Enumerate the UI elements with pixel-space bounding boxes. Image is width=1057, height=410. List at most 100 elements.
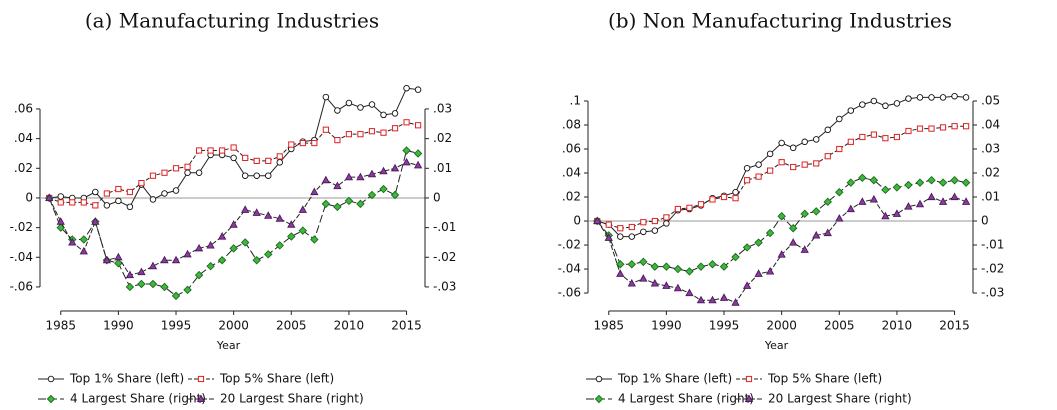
point — [927, 192, 936, 201]
point — [368, 128, 376, 135]
legend-marker — [744, 394, 754, 403]
point — [413, 149, 423, 158]
point — [593, 216, 602, 225]
point — [663, 214, 670, 221]
y2-tick-label: .02 — [433, 131, 452, 145]
legend-label: Top 5% Share (left) — [767, 372, 882, 386]
x-tick-label: 2005 — [824, 319, 855, 333]
point — [148, 279, 158, 289]
y2-tick-label: 0 — [433, 190, 441, 204]
point — [905, 127, 912, 135]
point — [413, 160, 423, 169]
point — [367, 169, 377, 178]
x-tick-label: 1985 — [45, 319, 76, 333]
legend-marker — [47, 375, 55, 383]
point — [673, 264, 683, 274]
point — [194, 243, 204, 252]
point — [928, 94, 935, 101]
point — [951, 123, 958, 130]
x-tick-label: 2000 — [218, 319, 249, 333]
y2-tick-label: -.03 — [433, 279, 456, 293]
point — [253, 172, 260, 179]
point — [80, 199, 87, 206]
point — [800, 245, 809, 253]
point — [321, 175, 331, 184]
point — [835, 214, 844, 222]
point — [719, 293, 729, 301]
y2-tick-label: -.01 — [433, 220, 456, 234]
point — [708, 295, 717, 304]
y-tick-label: .1 — [570, 94, 581, 108]
point — [322, 126, 329, 133]
point — [160, 255, 169, 264]
legend-label: 4 Largest Share (right) — [70, 392, 206, 406]
point — [893, 100, 901, 107]
point — [778, 139, 785, 147]
point — [126, 203, 134, 211]
point — [91, 217, 100, 225]
point — [92, 202, 99, 209]
point — [114, 258, 123, 268]
point — [754, 269, 763, 277]
legend-item: Top 1% Share (left) — [586, 372, 732, 386]
point — [813, 160, 820, 167]
point — [403, 84, 410, 92]
point — [962, 94, 970, 101]
point — [731, 252, 740, 262]
point — [939, 94, 947, 101]
point — [311, 139, 318, 147]
point — [789, 144, 797, 152]
point — [696, 295, 706, 304]
point — [755, 173, 762, 180]
x-tick-label: 2015 — [939, 319, 970, 333]
point — [858, 173, 867, 183]
point — [882, 102, 889, 110]
point — [333, 181, 342, 190]
point — [788, 223, 798, 233]
y2-tick-label: .01 — [981, 190, 1000, 204]
point — [881, 185, 890, 195]
point — [605, 221, 612, 228]
point — [219, 147, 226, 154]
y-tick-label: .06 — [14, 101, 33, 115]
point — [628, 223, 635, 231]
point — [171, 291, 181, 301]
point — [859, 101, 866, 108]
point — [916, 125, 924, 132]
point — [961, 178, 971, 187]
y2-tick-label: -.01 — [981, 238, 1004, 252]
point — [869, 175, 879, 185]
point — [265, 157, 272, 164]
point — [755, 161, 762, 168]
point — [767, 167, 774, 174]
point — [765, 228, 775, 238]
point — [79, 246, 88, 255]
point — [904, 202, 913, 210]
y-tick-label: -.04 — [558, 262, 581, 276]
point — [777, 250, 786, 258]
point — [696, 262, 706, 271]
point — [402, 157, 411, 166]
point — [812, 230, 821, 239]
point — [92, 188, 99, 196]
point — [125, 270, 135, 279]
point — [685, 288, 694, 297]
y-tick-label: 0 — [573, 214, 581, 228]
panel: (b) Non Manufacturing Industries -.06 -.04… — [558, 9, 1005, 406]
y-tick-label: -.06 — [558, 286, 581, 300]
point — [928, 125, 935, 132]
point — [732, 195, 739, 202]
point — [662, 281, 671, 289]
point — [390, 163, 400, 172]
y-tick-label: -.06 — [10, 279, 33, 293]
point — [171, 255, 181, 264]
point — [766, 150, 774, 158]
point — [137, 267, 146, 276]
y-tick-label: .08 — [562, 118, 581, 132]
point — [604, 233, 613, 241]
point — [708, 259, 717, 269]
legend-marker — [745, 375, 753, 383]
point — [275, 214, 284, 222]
point — [102, 255, 112, 264]
x-tick-label: 2010 — [882, 319, 913, 333]
